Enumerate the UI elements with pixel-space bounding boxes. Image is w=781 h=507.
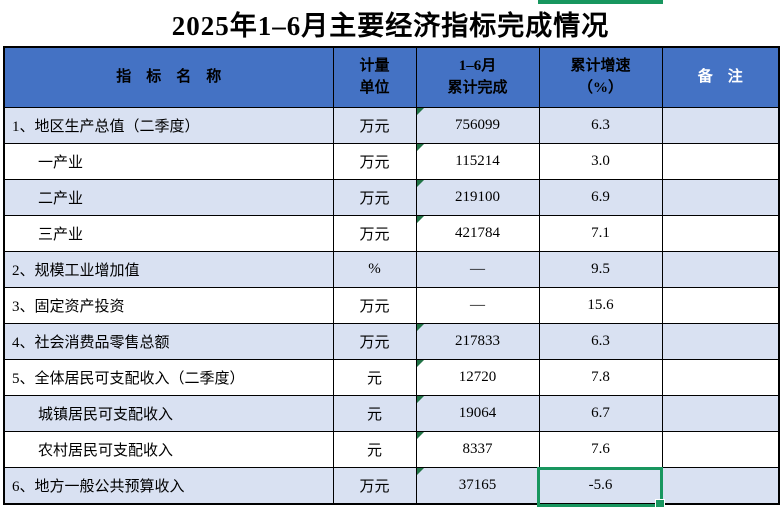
table-row: 一产业 万元 115214 3.0 [3,143,780,180]
selected-column-indicator [538,0,663,4]
number-stored-as-text-flag-icon [417,396,424,403]
table-row: 4、社会消费品零售总额 万元 217833 6.3 [3,323,780,360]
value-cell[interactable]: 219100 [415,179,540,216]
table-row: 5、全体居民可支配收入（二季度）元 12720 7.8 [3,359,780,396]
indicator-name-cell[interactable]: 3、固定资产投资 [3,287,334,324]
indicator-name-cell[interactable]: 5、全体居民可支配收入（二季度） [3,359,334,396]
table-row: 二产业 万元 219100 6.9 [3,179,780,216]
unit-cell[interactable]: 万元 [332,107,417,144]
note-cell[interactable] [661,359,780,396]
column-header-unit[interactable]: 计量 单位 [332,46,417,108]
unit-cell[interactable]: % [332,251,417,288]
table-row: 6、地方一般公共预算收入 万元 37165 -5.6 [3,467,780,505]
header-row: 指 标 名 称 计量 单位 1–6月 累计完成 累计增速 （%） 备 注 [3,46,780,108]
growth-cell[interactable]: 6.3 [538,107,663,144]
growth-cell[interactable]: 3.0 [538,143,663,180]
unit-cell[interactable]: 万元 [332,323,417,360]
value-cell[interactable]: 12720 [415,359,540,396]
growth-cell[interactable]: 7.8 [538,359,663,396]
indicator-name-cell[interactable]: 城镇居民可支配收入 [3,395,334,432]
column-header-note[interactable]: 备 注 [661,46,780,108]
growth-cell[interactable]: 7.1 [538,215,663,252]
value-cell[interactable]: 421784 [415,215,540,252]
growth-cell[interactable]: 6.3 [538,323,663,360]
note-cell[interactable] [661,143,780,180]
table-body: 1、地区生产总值（二季度） 万元 756099 6.3 一产业 万元 115214 3.0 二产… [3,107,780,505]
growth-cell[interactable]: 7.6 [538,431,663,468]
number-stored-as-text-flag-icon [417,108,424,115]
indicator-name-cell[interactable]: 三产业 [3,215,334,252]
number-stored-as-text-flag-icon [417,432,424,439]
unit-cell[interactable]: 元 [332,431,417,468]
column-header-completed[interactable]: 1–6月 累计完成 [415,46,540,108]
indicator-name-cell[interactable]: 2、规模工业增加值 [3,251,334,288]
note-cell[interactable] [661,323,780,360]
value-cell[interactable]: 19064 [415,395,540,432]
column-header-growth[interactable]: 累计增速 （%） [538,46,663,108]
note-cell[interactable] [661,107,780,144]
note-cell[interactable] [661,431,780,468]
report-title-cell[interactable]: 2025年1–6月主要经济指标完成情况 [171,10,610,41]
number-stored-as-text-flag-icon [417,468,424,475]
table-row: 城镇居民可支配收入元 19064 6.7 [3,395,780,432]
indicator-name-cell[interactable]: 二产业 [3,179,334,216]
number-stored-as-text-flag-icon [417,360,424,367]
unit-cell[interactable]: 万元 [332,215,417,252]
growth-cell[interactable]: 6.7 [538,395,663,432]
growth-cell[interactable]: 6.9 [538,179,663,216]
indicator-name-cell[interactable]: 1、地区生产总值（二季度） [3,107,334,144]
number-stored-as-text-flag-icon [417,180,424,187]
unit-cell[interactable]: 万元 [332,143,417,180]
value-cell[interactable]: 115214 [415,143,540,180]
table-row: 农村居民可支配收入元 8337 7.6 [3,431,780,468]
unit-cell[interactable]: 元 [332,395,417,432]
note-cell[interactable] [661,395,780,432]
unit-cell[interactable]: 万元 [332,467,417,505]
value-cell[interactable]: — [415,287,540,324]
indicator-name-cell[interactable]: 农村居民可支配收入 [3,431,334,468]
table-row: 2、规模工业增加值% —9.5 [3,251,780,288]
table-row: 三产业 万元 421784 7.1 [3,215,780,252]
number-stored-as-text-flag-icon [417,216,424,223]
note-cell[interactable] [661,251,780,288]
unit-cell[interactable]: 万元 [332,287,417,324]
number-stored-as-text-flag-icon [417,144,424,151]
unit-cell[interactable]: 元 [332,359,417,396]
value-cell[interactable]: 217833 [415,323,540,360]
number-stored-as-text-flag-icon [417,324,424,331]
fill-handle[interactable] [655,499,665,507]
table-row: 3、固定资产投资 万元 —15.6 [3,287,780,324]
table-row: 1、地区生产总值（二季度） 万元 756099 6.3 [3,107,780,144]
value-cell[interactable]: 8337 [415,431,540,468]
column-header-indicator-name[interactable]: 指 标 名 称 [3,46,334,108]
note-cell[interactable] [661,287,780,324]
selected-growth-cell[interactable]: -5.6 [538,467,663,505]
indicator-name-cell[interactable]: 6、地方一般公共预算收入 [3,467,334,505]
note-cell[interactable] [661,215,780,252]
indicators-table: 指 标 名 称 计量 单位 1–6月 累计完成 累计增速 （%） 备 注 1、地… [3,46,780,505]
unit-cell[interactable]: 万元 [332,179,417,216]
growth-cell[interactable]: 15.6 [538,287,663,324]
value-cell[interactable]: — [415,251,540,288]
indicator-name-cell[interactable]: 4、社会消费品零售总额 [3,323,334,360]
value-cell[interactable]: 37165 [415,467,540,505]
value-cell[interactable]: 756099 [415,107,540,144]
indicator-name-cell[interactable]: 一产业 [3,143,334,180]
note-cell[interactable] [661,179,780,216]
note-cell[interactable] [661,467,780,505]
growth-cell[interactable]: 9.5 [538,251,663,288]
